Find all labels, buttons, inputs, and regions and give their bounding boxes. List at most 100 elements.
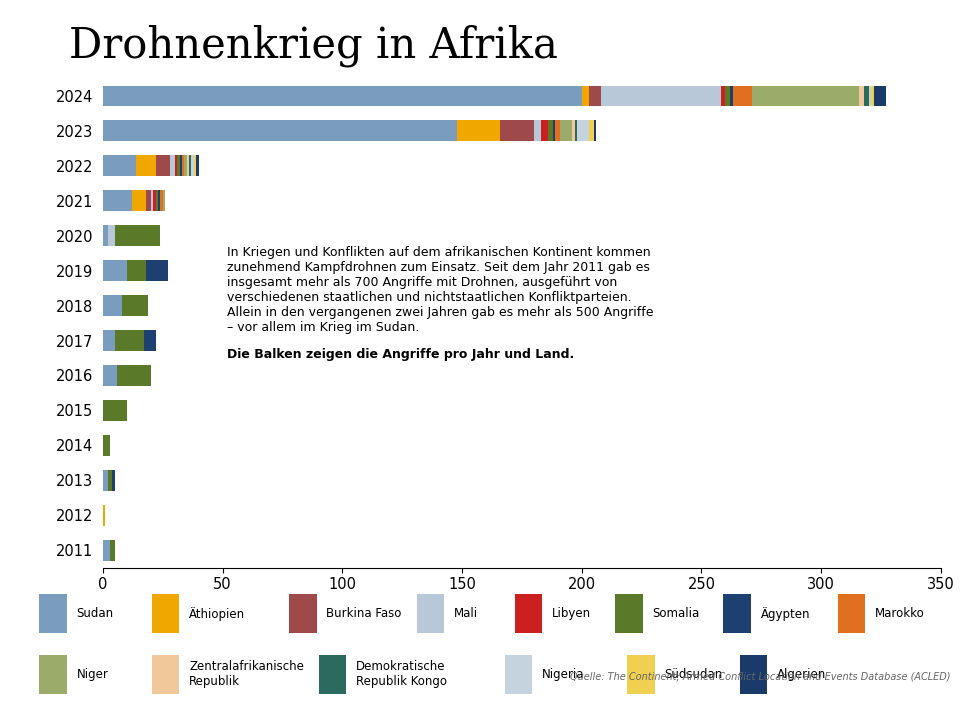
Bar	[110, 540, 115, 560]
Bar	[838, 594, 865, 633]
Bar	[594, 121, 596, 141]
Text: Sudan: Sudan	[76, 607, 114, 620]
Bar	[156, 156, 170, 176]
Bar	[577, 121, 589, 141]
Bar	[103, 400, 126, 421]
Bar	[103, 470, 108, 491]
Bar	[589, 86, 601, 106]
Bar	[869, 86, 871, 106]
Bar	[103, 295, 122, 316]
Bar	[152, 594, 179, 633]
Text: Algerien: Algerien	[777, 668, 826, 680]
Bar	[874, 86, 886, 106]
Bar	[113, 470, 115, 491]
Bar	[184, 156, 186, 176]
Bar	[103, 121, 458, 141]
Bar	[103, 365, 118, 386]
Bar	[161, 191, 163, 211]
Bar	[103, 260, 126, 281]
Bar	[553, 121, 556, 141]
Bar	[182, 156, 184, 176]
Text: Libyen: Libyen	[552, 607, 591, 620]
Bar	[103, 435, 110, 456]
Bar	[615, 594, 643, 633]
Bar	[534, 121, 541, 141]
Text: Die Balken zeigen die Angriffe pro Jahr und Land.: Die Balken zeigen die Angriffe pro Jahr …	[227, 348, 574, 361]
Bar	[723, 594, 751, 633]
Bar	[289, 594, 317, 633]
Bar	[740, 655, 767, 694]
Bar	[871, 86, 874, 106]
Bar	[108, 470, 113, 491]
Bar	[103, 191, 131, 211]
Bar	[859, 86, 864, 106]
Bar	[561, 121, 572, 141]
Bar	[118, 365, 151, 386]
Bar	[170, 156, 174, 176]
Text: Quelle: The Continent; Armed Conflict Location and Events Database (ACLED): Quelle: The Continent; Armed Conflict Lo…	[570, 672, 951, 682]
Bar	[864, 86, 869, 106]
Bar	[152, 655, 179, 694]
Bar	[144, 330, 156, 351]
Bar	[163, 191, 166, 211]
Bar	[146, 191, 151, 211]
Bar	[196, 156, 199, 176]
Bar	[156, 191, 158, 211]
Text: Zentralafrikanische
Republik: Zentralafrikanische Republik	[189, 660, 304, 688]
Bar	[115, 225, 161, 246]
Text: Äthiopien: Äthiopien	[189, 607, 245, 620]
Bar	[556, 121, 561, 141]
Bar	[39, 655, 67, 694]
Bar	[177, 156, 179, 176]
Text: Mali: Mali	[454, 607, 478, 620]
Text: Marokko: Marokko	[875, 607, 925, 620]
Bar	[103, 156, 136, 176]
Bar	[103, 540, 110, 560]
Bar	[582, 86, 589, 106]
Text: In Kriegen und Konflikten auf dem afrikanischen Kontinent kommen
zunehmend Kampf: In Kriegen und Konflikten auf dem afrika…	[227, 246, 654, 334]
Bar	[548, 121, 553, 141]
Text: Somalia: Somalia	[653, 607, 700, 620]
Bar	[108, 225, 115, 246]
Bar	[752, 86, 859, 106]
Text: Niger: Niger	[76, 668, 109, 680]
Bar	[191, 156, 194, 176]
Bar	[186, 156, 189, 176]
Bar	[574, 121, 577, 141]
Bar	[189, 156, 191, 176]
Text: Demokratische
Republik Kongo: Demokratische Republik Kongo	[356, 660, 447, 688]
Bar	[541, 121, 548, 141]
Bar	[103, 86, 582, 106]
Text: Burkina Faso: Burkina Faso	[326, 607, 402, 620]
Bar	[146, 260, 168, 281]
Bar	[131, 191, 146, 211]
Bar	[174, 156, 177, 176]
Text: Nigeria: Nigeria	[542, 668, 584, 680]
Bar	[627, 655, 655, 694]
Bar	[179, 156, 182, 176]
Bar	[589, 121, 594, 141]
Bar	[126, 260, 146, 281]
Bar	[103, 225, 108, 246]
Text: Drohnenkrieg in Afrika: Drohnenkrieg in Afrika	[69, 25, 558, 68]
Bar	[505, 655, 532, 694]
Bar	[122, 295, 148, 316]
Bar	[501, 121, 534, 141]
Bar	[103, 505, 105, 526]
Bar	[416, 594, 444, 633]
Text: Ägypten: Ägypten	[760, 607, 810, 620]
Bar	[514, 594, 542, 633]
Bar	[318, 655, 346, 694]
Bar	[601, 86, 720, 106]
Bar	[572, 121, 574, 141]
Bar	[725, 86, 730, 106]
Bar	[158, 191, 161, 211]
Bar	[194, 156, 196, 176]
Bar	[103, 330, 115, 351]
Text: Südsudan: Südsudan	[664, 668, 722, 680]
Bar	[730, 86, 732, 106]
Bar	[115, 330, 144, 351]
Bar	[136, 156, 156, 176]
Bar	[720, 86, 725, 106]
Bar	[458, 121, 501, 141]
